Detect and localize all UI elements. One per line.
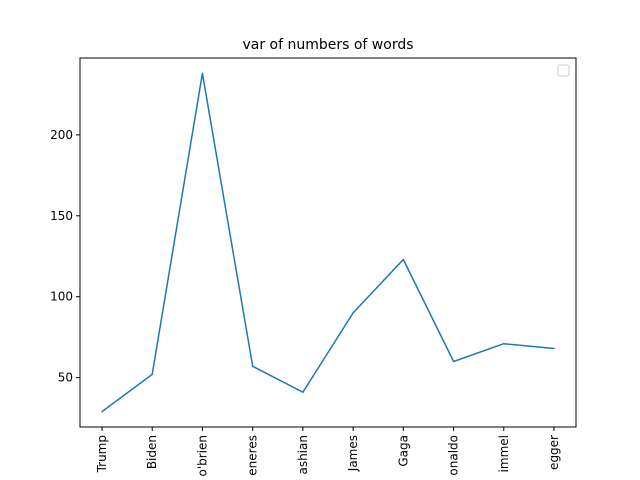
legend-box [557, 64, 570, 77]
data-point-schwarzenegger [553, 347, 555, 350]
x-tick-label: Gaga [396, 435, 410, 467]
plot-area [101, 72, 555, 413]
axes-frame [79, 57, 577, 428]
x-tick-label: egger [547, 435, 561, 470]
data-point-Trump [101, 410, 103, 413]
series-line-0 [101, 72, 555, 413]
chart-title: var of numbers of words [242, 37, 413, 53]
y-tick-label: 50 [58, 371, 73, 385]
data-point-degeneres [251, 365, 254, 368]
x-tick-label: Biden [145, 435, 159, 469]
data-point-o'brien [201, 72, 204, 75]
x-tick-label: eneres [246, 435, 260, 476]
y-tick-label: 150 [50, 209, 73, 223]
data-point-Gaga [402, 258, 405, 261]
x-tick-label: onaldo [447, 435, 461, 476]
x-tick-label: ashian [296, 435, 310, 475]
data-point-mcdonaldo [452, 360, 455, 363]
data-point-James [352, 312, 354, 314]
data-point-kardashian [302, 391, 304, 393]
y-tick-label: 100 [50, 290, 73, 304]
y-tick-label: 200 [50, 128, 73, 142]
x-tick-label: immel [497, 435, 511, 472]
x-tick-label: James [346, 435, 360, 472]
x-tick-label: o'brien [195, 435, 209, 477]
data-point-Biden [151, 373, 153, 376]
x-axis: Trump Biden o'brien eneres ashian James Gaga on… [95, 427, 561, 477]
y-axis: 50 100 150 200 [50, 128, 80, 385]
x-tick-label: Trump [95, 435, 109, 473]
data-point-kimmel [503, 342, 505, 345]
